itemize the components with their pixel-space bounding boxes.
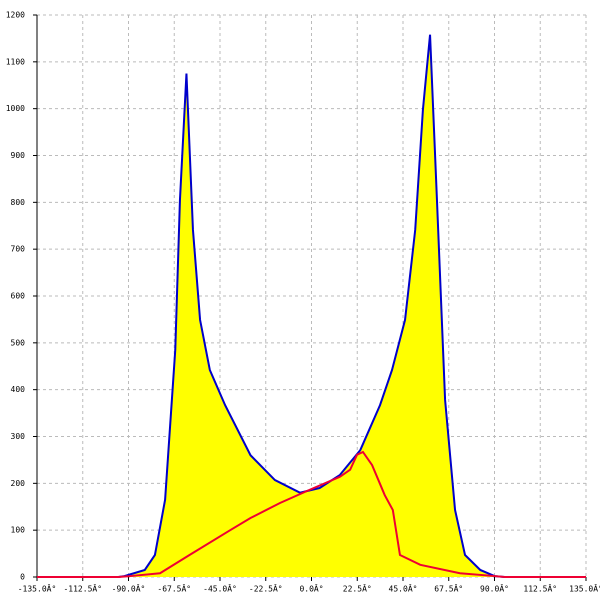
y-tick-label: 400 xyxy=(11,385,26,394)
area xyxy=(118,34,505,578)
line xyxy=(37,450,586,578)
x-tick-label: 112.5Â° xyxy=(523,583,557,594)
y-tick-label: 1000 xyxy=(6,104,25,113)
line xyxy=(118,34,505,578)
x-tick-label: 67.5Â° xyxy=(434,583,463,594)
y-tick-label: 900 xyxy=(11,151,26,160)
y-tick-label: 500 xyxy=(11,338,26,347)
y-tick-label: 1200 xyxy=(6,11,25,20)
y-tick-label: 700 xyxy=(11,245,26,254)
y-tick-label: 100 xyxy=(11,526,26,535)
x-tick-label: 90.0Â° xyxy=(480,583,509,594)
y-tick-label: 0 xyxy=(20,573,25,582)
y-tick-label: 600 xyxy=(11,292,26,301)
x-tick-label: 0.0Â° xyxy=(299,583,323,594)
y-tick-label: 1100 xyxy=(6,57,25,66)
x-tick-label: -112.5Â° xyxy=(63,583,102,594)
x-tick-label: -67.5Â° xyxy=(157,583,191,594)
y-tick-label: 800 xyxy=(11,198,26,207)
x-tick-label: 45.0Â° xyxy=(389,583,418,594)
x-tick-label: 135.0Â° xyxy=(569,583,600,594)
x-tick-label: -45.0Â° xyxy=(203,583,237,594)
y-tick-label: 200 xyxy=(11,479,26,488)
x-tick-label: -90.0Â° xyxy=(112,583,146,594)
x-tick-label: 22.5Â° xyxy=(343,583,372,594)
x-tick-label: -22.5Â° xyxy=(249,583,283,594)
y-tick-label: 300 xyxy=(11,432,26,441)
x-tick-label: -135.0Â° xyxy=(18,583,57,594)
